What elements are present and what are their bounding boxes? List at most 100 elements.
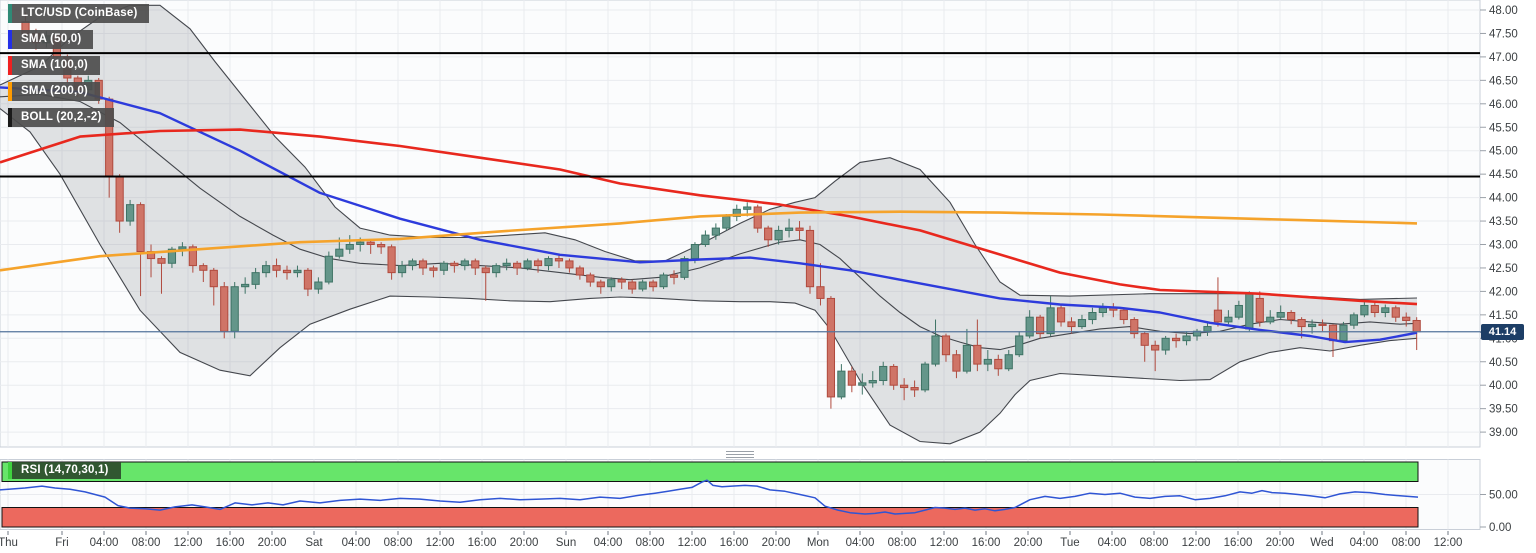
price-tick-label: 43.50 <box>1489 216 1518 228</box>
candle <box>607 279 616 288</box>
candle <box>680 258 689 278</box>
legend-boll[interactable]: BOLL (20,2,-2) <box>8 108 114 127</box>
candle <box>973 344 982 365</box>
candle <box>1297 319 1306 328</box>
candle <box>1015 335 1024 356</box>
candle <box>1130 319 1139 335</box>
sma200-line <box>0 210 1418 272</box>
legend-rsi[interactable]: RSI (14,70,30,1) <box>8 462 121 479</box>
candle <box>753 206 762 229</box>
sma50-line <box>0 86 1418 344</box>
candle <box>230 286 239 332</box>
candle <box>900 384 909 389</box>
sma200-label: SMA (200,0) <box>12 82 100 101</box>
candle <box>1266 316 1275 323</box>
time-tick-label: Mon <box>807 537 829 549</box>
time-tick-label: 20:00 <box>1014 537 1043 549</box>
candle <box>335 248 344 257</box>
candle <box>805 229 815 288</box>
candle <box>324 255 333 283</box>
time-tick-label: 20:00 <box>258 537 287 549</box>
candle <box>1412 319 1421 333</box>
price-tick-label: 44.50 <box>1489 169 1518 181</box>
price-tick-label: 43.00 <box>1489 240 1518 252</box>
candle <box>1318 323 1327 326</box>
candle <box>1056 307 1066 323</box>
candle <box>533 260 543 267</box>
candle <box>251 272 260 285</box>
panel-resize-handle[interactable] <box>726 451 754 458</box>
candle <box>429 267 438 271</box>
candle <box>575 267 584 276</box>
time-tick-label: 08:00 <box>636 537 665 549</box>
candle <box>356 241 365 245</box>
time-tick-label: Sun <box>556 537 576 549</box>
price-tick-label: 48.00 <box>1489 5 1518 17</box>
time-axis[interactable]: Thu Fri 04:00 08:00 12:00 16:00 20:00 Sat 04:00 0… <box>0 531 1462 549</box>
time-tick-label: 16:00 <box>216 537 245 549</box>
legend-sma100[interactable]: SMA (100,0) <box>8 56 100 75</box>
candle <box>711 227 720 236</box>
rsi-overbought-zone <box>1 461 1419 482</box>
candle <box>910 387 919 391</box>
candle <box>1140 333 1149 346</box>
rsi-line <box>0 479 1419 515</box>
candle <box>282 269 292 274</box>
time-tick-label: 12:00 <box>1182 537 1211 549</box>
candle <box>157 258 166 264</box>
candle <box>1077 319 1087 328</box>
candle <box>638 281 647 290</box>
candle <box>795 227 804 231</box>
sma50-color-bar <box>8 30 12 49</box>
time-tick-label: Tue <box>1060 537 1079 549</box>
candle <box>920 363 930 391</box>
time-tick-label: Sat <box>305 537 323 549</box>
sma200-color-bar <box>8 82 12 101</box>
candle <box>669 274 679 278</box>
candle <box>784 227 794 231</box>
time-tick-label: 12:00 <box>678 537 707 549</box>
candle <box>774 229 783 241</box>
candle <box>1255 297 1264 323</box>
candle <box>1025 316 1034 337</box>
candle <box>450 262 459 267</box>
time-tick-label: 20:00 <box>1266 537 1295 549</box>
candle <box>1245 293 1254 330</box>
candle <box>941 335 951 356</box>
legend-sma50[interactable]: SMA (50,0) <box>8 30 94 49</box>
candle <box>586 274 595 283</box>
candle <box>418 260 428 269</box>
candle <box>764 227 773 241</box>
legend-sma200[interactable]: SMA (200,0) <box>8 82 100 101</box>
price-axis[interactable]: 48.00 47.50 47.00 46.50 46.00 45.50 45.00 44.50… <box>1480 5 1518 534</box>
candle <box>1004 354 1013 370</box>
candle <box>952 354 961 372</box>
price-tick-label: 39.00 <box>1489 427 1518 439</box>
candle <box>544 258 553 267</box>
candle <box>701 234 710 245</box>
time-tick-label: 04:00 <box>1098 537 1127 549</box>
indicator-legend: LTC/USD (CoinBase) SMA (50,0) SMA (100,0… <box>8 4 150 134</box>
price-tick-label: 40.00 <box>1489 380 1518 392</box>
candle <box>659 274 668 288</box>
price-tick-label: 47.00 <box>1489 52 1518 64</box>
legend-symbol[interactable]: LTC/USD (CoinBase) <box>8 4 150 23</box>
candle <box>1172 337 1181 342</box>
time-tick-label: 04:00 <box>1350 537 1379 549</box>
candle <box>847 370 856 386</box>
candle <box>1088 312 1097 321</box>
candle <box>868 380 877 384</box>
time-tick-label: 16:00 <box>720 537 749 549</box>
time-tick-label: 12:00 <box>930 537 959 549</box>
candle <box>481 267 490 274</box>
boll-color-bar <box>8 108 12 127</box>
candle <box>1213 309 1223 323</box>
price-tick-label: 45.50 <box>1489 122 1518 134</box>
candle <box>554 258 564 262</box>
rsi-label: RSI (14,70,30,1) <box>12 462 121 479</box>
time-tick-label: 12:00 <box>426 537 455 549</box>
price-tick-label: 41.50 <box>1489 310 1518 322</box>
candle <box>565 260 574 269</box>
